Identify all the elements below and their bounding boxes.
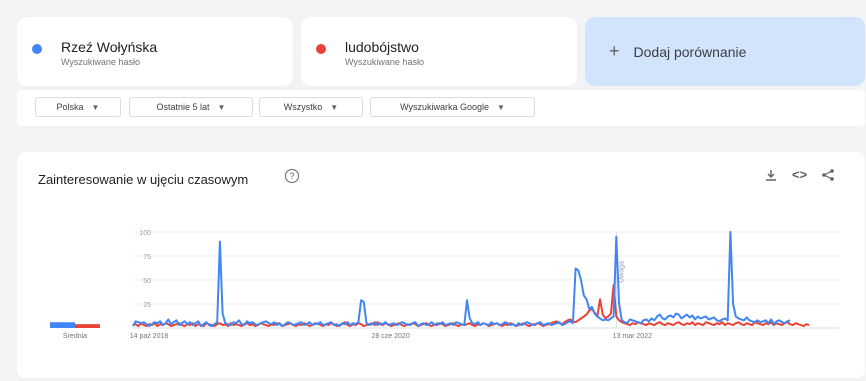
- y-tick-label: 75: [143, 254, 151, 261]
- x-tick-label: 14 paź 2018: [130, 333, 169, 340]
- caret-down-icon: ▼: [497, 102, 505, 112]
- x-tick-label: 28 cze 2020: [372, 333, 410, 340]
- note-label: Uwaga: [618, 261, 625, 283]
- y-tick-label: 50: [143, 278, 151, 285]
- y-tick-label: 100: [139, 230, 151, 237]
- add-comparison-label: Dodaj porównanie: [633, 43, 747, 60]
- plus-icon: +: [609, 41, 620, 61]
- embed-icon[interactable]: <>: [792, 167, 808, 182]
- period-dropdown[interactable]: Ostatnie 5 lat ▼: [129, 97, 253, 117]
- search-term-label: Wyszukiwane hasło: [345, 57, 424, 67]
- search-term-card[interactable]: Rzeź Wołyńska Wyszukiwane hasło: [17, 17, 293, 86]
- download-icon[interactable]: [765, 169, 777, 184]
- series-color-dot: [32, 44, 42, 54]
- interest-chart: 100 75 50 25 14 paź 2018 28 cze 2020 13 mar 20…: [50, 230, 839, 340]
- caret-down-icon: ▼: [217, 102, 226, 112]
- source-value: Wyszukiwarka Google: [400, 102, 490, 112]
- search-term-name[interactable]: Rzeź Wołyńska: [61, 39, 158, 55]
- interest-over-time-card: Zainteresowanie w ujęciu czasowym ? <> 1…: [17, 152, 865, 378]
- average-label: Średnia: [63, 331, 87, 340]
- series-color-dot: [316, 44, 326, 54]
- region-dropdown[interactable]: Polska ▼: [35, 97, 121, 117]
- caret-down-icon: ▼: [330, 102, 339, 112]
- period-value: Ostatnie 5 lat: [156, 102, 210, 112]
- filter-bar: Polska ▼ Ostatnie 5 lat ▼ Wszystko ▼ Wys…: [17, 90, 865, 126]
- search-term-label: Wyszukiwane hasło: [61, 57, 140, 67]
- add-comparison-button[interactable]: + Dodaj porównanie: [585, 17, 865, 86]
- share-icon[interactable]: [821, 169, 835, 184]
- series-line: [132, 231, 791, 328]
- average-bar: [50, 322, 75, 328]
- caret-down-icon: ▼: [91, 102, 100, 112]
- help-icon[interactable]: ?: [285, 169, 299, 183]
- y-tick-label: 25: [143, 302, 151, 309]
- region-value: Polska: [56, 102, 84, 112]
- average-bar: [75, 324, 100, 328]
- category-dropdown[interactable]: Wszystko ▼: [259, 97, 363, 117]
- category-value: Wszystko: [283, 102, 323, 112]
- source-dropdown[interactable]: Wyszukiwarka Google ▼: [370, 97, 535, 117]
- search-term-name[interactable]: ludobójstwo: [345, 39, 419, 55]
- search-term-card[interactable]: ludobójstwo Wyszukiwane hasło: [301, 17, 577, 86]
- chart-title: Zainteresowanie w ujęciu czasowym: [38, 172, 249, 187]
- x-tick-label: 13 mar 2022: [613, 333, 652, 340]
